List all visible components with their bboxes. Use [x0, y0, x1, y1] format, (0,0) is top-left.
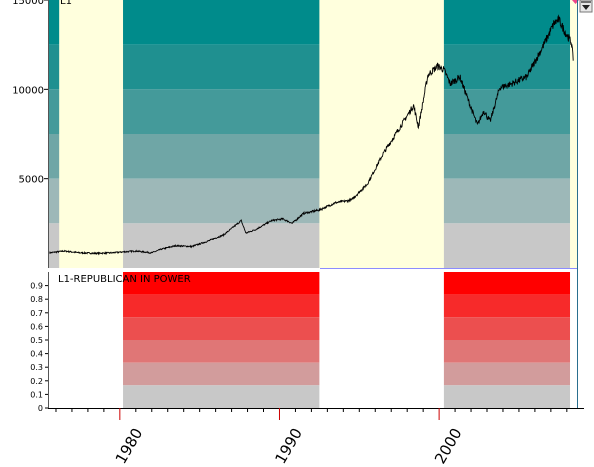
- bottom-ytick-label-0: 0.9: [30, 282, 43, 291]
- bottom-panel-title: L1-REPUBLICAN IN POWER: [58, 274, 191, 285]
- republican-period-1-band-0: [443, 272, 571, 295]
- top-panel-y-ticks: 15000 10000 5000: [12, 0, 48, 186]
- bottom-ytick-label-6: 0.3: [30, 363, 43, 372]
- top-panel-series: [49, 14, 574, 256]
- republican-period-1-band-4: [443, 362, 571, 386]
- republican-period-0-band-1: [123, 294, 320, 318]
- top-band-4: [49, 178, 578, 224]
- republican-period-0-band-0: [123, 272, 320, 295]
- top-ytick-label-0: 15000: [12, 0, 44, 7]
- panel-menu-button[interactable]: [579, 0, 593, 13]
- highlight-period-2: [570, 0, 578, 268]
- top-panel-gradient-bands: [49, 0, 578, 268]
- bottom-ytick-label-4: 0.5: [30, 336, 43, 345]
- price-series-line: [49, 14, 574, 256]
- republican-period-1-band-1: [443, 294, 571, 318]
- republican-period-0-band-3: [123, 340, 320, 363]
- republican-period-1-band-5: [443, 385, 571, 408]
- republican-period-0-band-5: [123, 385, 320, 408]
- chevron-down-icon: [582, 5, 590, 10]
- bottom-ytick-label-9: 0: [38, 404, 43, 413]
- republican-period-0-band-4: [123, 362, 320, 386]
- bottom-ytick-label-1: 0.8: [30, 295, 43, 304]
- highlight-period-0: [59, 0, 124, 268]
- panel-separator: [48, 268, 580, 272]
- republican-period-1-band-2: [443, 317, 571, 340]
- top-ytick-label-2: 5000: [19, 175, 44, 186]
- top-panel-highlight-periods: [59, 0, 578, 268]
- republican-period-0-band-2: [123, 317, 320, 340]
- bottom-ytick-label-2: 0.7: [30, 309, 43, 318]
- bottom-ytick-label-7: 0.2: [30, 377, 43, 386]
- bottom-panel-y-ticks: 0.9 0.8 0.7 0.6 0.5 0.4 0.3 0.2 0.1 0: [30, 282, 48, 413]
- x-axis-ticks: [55, 408, 568, 420]
- bottom-ytick-label-5: 0.4: [30, 350, 43, 359]
- bottom-ytick-label-3: 0.6: [30, 322, 43, 331]
- republican-period-1-band-3: [443, 340, 571, 363]
- top-panel-title: L1: [60, 0, 72, 7]
- top-ytick-label-1: 10000: [12, 85, 44, 96]
- top-band-1: [49, 44, 578, 90]
- top-band-2: [49, 89, 578, 134]
- top-band-5: [49, 223, 578, 268]
- top-band-3: [49, 134, 578, 179]
- top-band-0: [49, 0, 578, 45]
- bottom-panel-gradient-bands: [123, 272, 571, 408]
- bottom-ytick-label-8: 0.1: [30, 390, 43, 399]
- highlight-period-1: [319, 0, 444, 268]
